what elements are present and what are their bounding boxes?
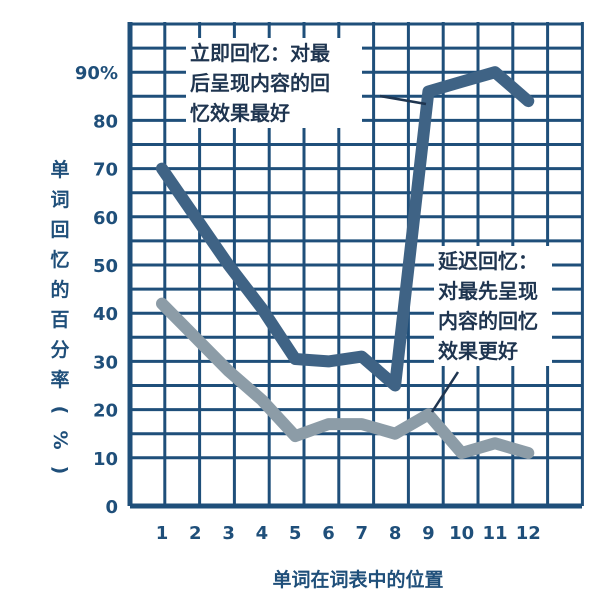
y-axis-label-char: 率 <box>50 368 69 391</box>
x-tick-labels: 1 2 3 4 5 6 7 8 9 10 11 12 <box>156 523 541 544</box>
y-axis-label-char: % <box>49 430 71 449</box>
x-tick-label: 7 <box>356 523 369 544</box>
annotation-delayed-leader <box>430 371 460 413</box>
annotation-immediate-line-1: 立即回忆：对最 <box>190 41 331 65</box>
x-tick-label: 9 <box>422 523 435 544</box>
annotation-immediate-line-3: 忆效果最好 <box>190 101 290 125</box>
y-tick-label: 40 <box>93 304 118 325</box>
annotation-delayed-line-1: 延迟回忆： <box>437 249 538 273</box>
annotation-immediate-leader <box>379 94 427 106</box>
y-axis-label-char: 的 <box>50 278 69 301</box>
y-axis-label-char: ( <box>49 406 71 415</box>
y-axis-label-char: 词 <box>50 189 69 211</box>
y-tick-label: 50 <box>93 256 118 277</box>
annotation-delayed-line-3: 内容的回忆 <box>438 309 538 333</box>
series-line-delayed <box>156 297 535 459</box>
x-tick-label: 3 <box>222 523 235 544</box>
x-tick-label: 8 <box>389 523 402 544</box>
annotation-delayed-line-4: 效果更好 <box>438 339 518 363</box>
x-tick-label: 1 <box>156 523 169 544</box>
annotation-delayed-bg <box>434 246 552 366</box>
y-axis-label-char: 忆 <box>50 248 69 271</box>
y-tick-label: 90% <box>75 63 118 84</box>
y-axis-label-char: ) <box>49 466 71 475</box>
x-tick-label: 5 <box>289 523 302 544</box>
annotation-delayed-line-2: 对最先呈现 <box>438 279 538 303</box>
x-tick-label: 6 <box>322 523 335 544</box>
y-tick-label: 10 <box>93 449 118 470</box>
y-tick-label: 0 <box>105 497 118 518</box>
annotation-immediate-bg <box>186 38 362 128</box>
y-axis-label-char: 分 <box>50 339 69 361</box>
y-tick-label: 30 <box>93 352 118 373</box>
x-tick-label: 10 <box>449 523 474 544</box>
axes <box>127 22 582 509</box>
x-axis-label: 单词在词表中的位置 <box>272 568 443 591</box>
x-tick-label: 2 <box>189 523 202 544</box>
series <box>156 66 535 459</box>
annotation-immediate-line-2: 后呈现内容的回 <box>190 71 330 95</box>
series-line-immediate <box>156 66 535 392</box>
y-axis-label-char: 单 <box>50 158 69 181</box>
y-tick-labels: 0 10 20 30 40 50 60 70 80 90% <box>75 63 118 518</box>
y-tick-label: 70 <box>93 160 118 181</box>
y-axis-label-char: 回 <box>50 219 69 241</box>
y-tick-label: 80 <box>93 111 118 132</box>
y-tick-label: 20 <box>93 401 118 422</box>
annotation-leaders <box>379 94 460 413</box>
x-tick-label: 11 <box>482 523 507 544</box>
x-tick-label: 4 <box>256 523 269 544</box>
y-axis-label-char: 百 <box>50 309 69 331</box>
y-tick-label: 60 <box>93 208 118 229</box>
x-tick-label: 12 <box>516 523 541 544</box>
